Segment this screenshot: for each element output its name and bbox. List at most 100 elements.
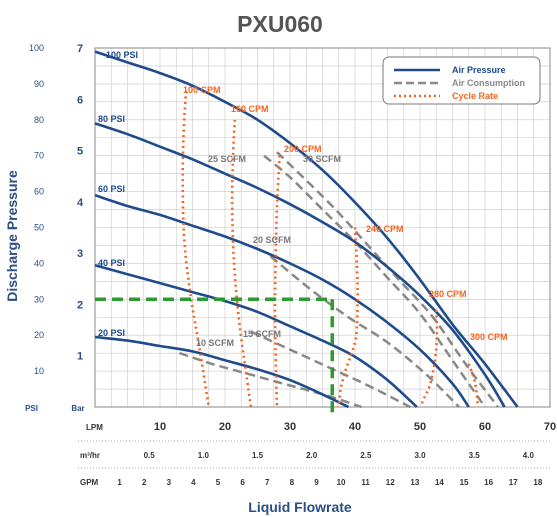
x-axis-scales: 10 20 30 40 50 60 700.5 1.0 1.5 2.0 2.5 3.0 3.5 4.01 2… [78, 421, 556, 487]
cycle-rate-line [420, 310, 439, 408]
psi-tick-labels: 10 20 30 40 50 60 70 80 90 100 [29, 43, 44, 376]
gpm-tick-label: 1 [117, 478, 122, 487]
cycle-rate-line [467, 363, 480, 408]
lpm-tick-label: 50 [414, 421, 426, 433]
air-consumption-line [263, 154, 487, 408]
m3hr-tick-label: 0.5 [144, 451, 156, 460]
y-axis-title: Discharge Pressure [4, 170, 20, 302]
psi-tick-label: 20 [34, 330, 44, 340]
bar-tick-label: 6 [77, 94, 83, 106]
m3hr-tick-label: 2.5 [360, 451, 372, 460]
air-pressure-label: 60 PSI [98, 184, 125, 194]
lpm-tick-label: 40 [349, 421, 361, 433]
cycle-rate-label: 200 CPM [284, 144, 322, 154]
air-consumption-label: 25 SCFM [208, 154, 246, 164]
m3hr-tick-label: 3.5 [469, 451, 481, 460]
chart-title: PXU060 [237, 11, 323, 37]
psi-tick-label: 70 [34, 151, 44, 161]
psi-tick-label: 10 [34, 366, 44, 376]
cycle-rate-line [230, 119, 253, 408]
bar-tick-label: 5 [77, 146, 83, 158]
air-consumption-label: 30 SCFM [303, 154, 341, 164]
gpm-unit-label: GPM [80, 478, 99, 487]
series-labels: 10 SCFM 15 SCFM 20 SCFM 25 SCFM 30 SCFM 100 P… [98, 50, 508, 348]
cycle-rate-label: 100 CPM [183, 85, 221, 95]
gpm-tick-label: 8 [290, 478, 295, 487]
gpm-tick-label: 17 [509, 478, 518, 487]
air-pressure-label: 40 PSI [98, 258, 125, 268]
air-pressure-label: 80 PSI [98, 114, 125, 124]
cycle-rate-label: 160 CPM [231, 104, 269, 114]
lpm-tick-label: 70 [544, 421, 556, 433]
cycle-rate-label: 280 CPM [429, 289, 467, 299]
air-consumption-line [269, 255, 460, 408]
cycle-rate-line [181, 91, 211, 408]
lpm-tick-label: 30 [284, 421, 296, 433]
cycle-rate-label: 240 CPM [366, 224, 404, 234]
gpm-tick-label: 16 [484, 478, 493, 487]
plot-frame [94, 47, 551, 408]
gpm-tick-label: 14 [435, 478, 444, 487]
psi-tick-label: 60 [34, 187, 44, 197]
lpm-tick-label: 10 [154, 421, 166, 433]
air-pressure-line [94, 122, 506, 408]
bar-tick-label: 2 [77, 299, 83, 311]
air-consumption-label: 15 SCFM [243, 329, 281, 339]
psi-tick-label: 50 [34, 223, 44, 233]
psi-tick-label: 30 [34, 294, 44, 304]
lpm-unit-label: LPM [86, 423, 103, 432]
legend-label-cycle-rate: Cycle Rate [452, 91, 498, 101]
air-consumption-label: 10 SCFM [196, 338, 234, 348]
bar-tick-labels: 1 2 3 4 5 6 7 [77, 43, 84, 363]
gpm-tick-label: 15 [460, 478, 469, 487]
cycle-rate-series [181, 91, 480, 408]
air-pressure-line [94, 263, 418, 408]
gpm-tick-label: 9 [314, 478, 319, 487]
psi-tick-label: 40 [34, 258, 44, 268]
air-pressure-series [94, 50, 519, 409]
gpm-tick-label: 4 [191, 478, 196, 487]
operating-point [95, 297, 334, 413]
psi-tick-label: 90 [34, 79, 44, 89]
air-pressure-line [94, 335, 350, 409]
bar-tick-label: 3 [77, 248, 83, 260]
m3hr-tick-label: 2.0 [306, 451, 318, 460]
air-pressure-line [94, 193, 470, 408]
lpm-tick-label: 60 [479, 421, 491, 433]
legend-label-air-consumption: Air Consumption [452, 78, 525, 88]
air-consumption-line [179, 351, 362, 409]
m3hr-tick-label: 4.0 [523, 451, 535, 460]
gpm-tick-label: 13 [410, 478, 419, 487]
m3hr-tick-label: 3.0 [414, 451, 426, 460]
air-pressure-line [94, 50, 519, 408]
gpm-tick-label: 3 [167, 478, 172, 487]
gpm-tick-label: 11 [361, 478, 370, 487]
cycle-rate-line [337, 227, 359, 408]
psi-tick-label: 100 [29, 43, 44, 53]
gpm-tick-label: 10 [337, 478, 346, 487]
bar-tick-label: 1 [77, 351, 83, 363]
gpm-tick-label: 12 [386, 478, 395, 487]
legend: Air Pressure Air Consumption Cycle Rate [382, 56, 541, 105]
bar-tick-label: 7 [77, 43, 83, 55]
cycle-rate-label: 300 CPM [470, 332, 508, 342]
gpm-tick-label: 5 [216, 478, 221, 487]
m3hr-tick-label: 1.0 [198, 451, 210, 460]
m3hr-tick-label: 1.5 [252, 451, 264, 460]
gpm-tick-label: 2 [142, 478, 147, 487]
gpm-tick-label: 18 [533, 478, 542, 487]
legend-label-air-pressure: Air Pressure [452, 65, 506, 75]
psi-tick-label: 80 [34, 115, 44, 125]
lpm-tick-label: 20 [219, 421, 231, 433]
cycle-rate-line [273, 155, 281, 408]
m3hr-unit-label: m³/hr [80, 451, 100, 460]
x-axis-title: Liquid Flowrate [248, 499, 352, 515]
air-pressure-label: 20 PSI [98, 328, 125, 338]
bar-unit-label: Bar [71, 404, 84, 413]
gpm-tick-label: 6 [240, 478, 245, 487]
gpm-tick-label: 7 [265, 478, 270, 487]
air-consumption-label: 20 SCFM [253, 235, 291, 245]
air-consumption-line [250, 330, 411, 409]
psi-unit-label: PSI [25, 404, 38, 413]
